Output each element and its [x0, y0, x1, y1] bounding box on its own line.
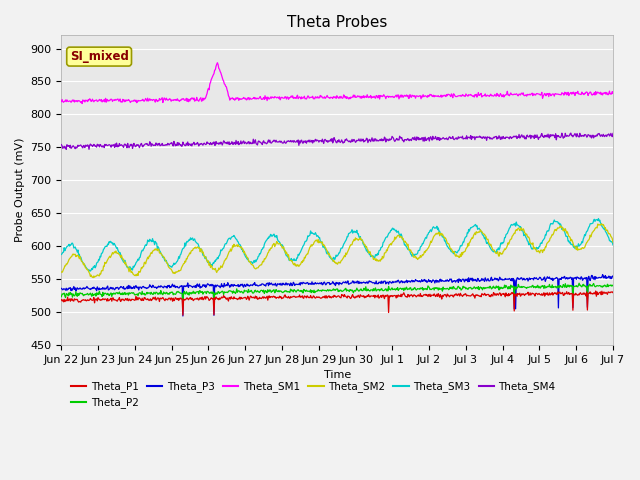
- Title: Theta Probes: Theta Probes: [287, 15, 387, 30]
- Y-axis label: Probe Output (mV): Probe Output (mV): [15, 138, 25, 242]
- X-axis label: Time: Time: [324, 370, 351, 380]
- Text: SI_mixed: SI_mixed: [70, 50, 129, 63]
- Legend: Theta_P1, Theta_P2, Theta_P3, Theta_SM1, Theta_SM2, Theta_SM3, Theta_SM4: Theta_P1, Theta_P2, Theta_P3, Theta_SM1,…: [67, 377, 559, 412]
